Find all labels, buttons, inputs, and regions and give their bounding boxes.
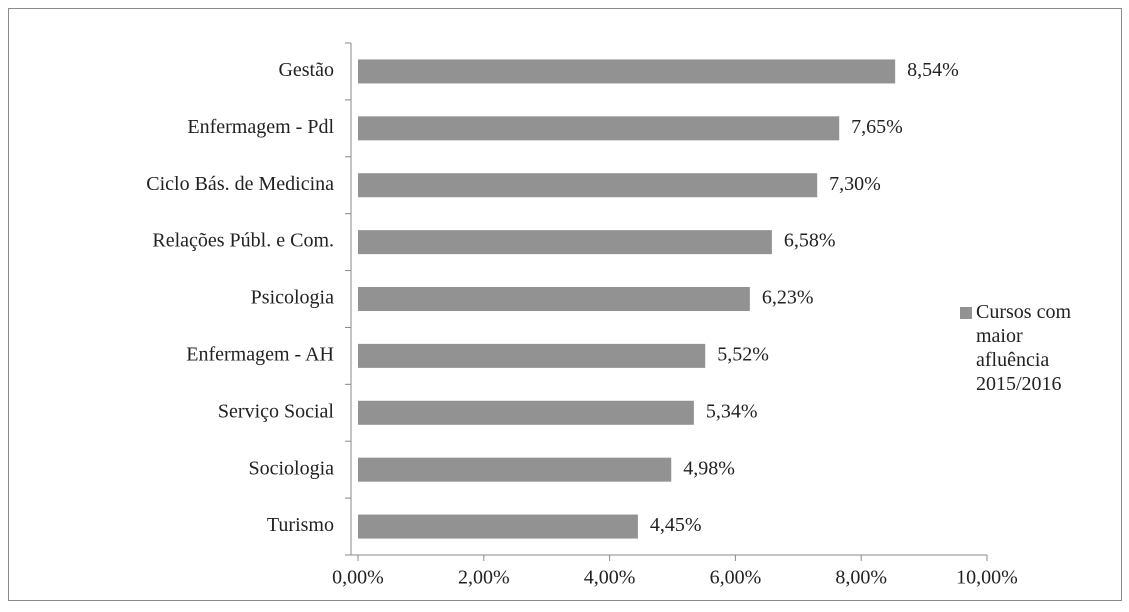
data-label: 7,65% [851, 116, 903, 138]
bar [358, 173, 818, 198]
data-label: 4,98% [683, 457, 735, 479]
bar [358, 514, 638, 539]
y-tick-label: Gestão [278, 59, 334, 81]
y-tick-label: Sociologia [248, 457, 334, 479]
x-tick-label: 0,00% [332, 567, 384, 589]
x-tick-label: 10,00% [956, 567, 1018, 589]
bar [358, 287, 750, 311]
legend-swatch [960, 307, 972, 319]
bar [358, 343, 706, 368]
data-label: 6,58% [784, 230, 836, 252]
y-tick-label: Serviço Social [218, 400, 335, 422]
legend-label: Cursos com maior afluência 2015/2016 [976, 301, 1071, 395]
x-tick-label: 4,00% [584, 567, 636, 589]
data-label: 5,52% [717, 343, 769, 365]
y-tick-label: Ciclo Bás. de Medicina [146, 173, 334, 195]
y-tick-label: Relações Públ. e Com. [152, 230, 334, 252]
bar [358, 457, 672, 482]
x-tick-label: 8,00% [835, 567, 887, 589]
chart-frame [8, 8, 1122, 601]
data-label: 8,54% [907, 59, 959, 81]
bar [358, 59, 896, 84]
y-tick-label: Turismo [267, 514, 334, 536]
data-label: 7,30% [829, 173, 881, 195]
bar [358, 116, 840, 141]
data-label: 4,45% [650, 514, 702, 536]
x-tick-label: 2,00% [458, 567, 510, 589]
y-tick-label: Psicologia [251, 287, 334, 309]
y-tick-label: Enfermagem - AH [186, 343, 334, 365]
x-tick-label: 6,00% [710, 567, 762, 589]
bar [358, 230, 772, 255]
y-tick-label: Enfermagem - Pdl [187, 116, 334, 138]
legend: Cursos com maior afluência 2015/2016 [960, 300, 1110, 396]
data-label: 6,23% [762, 287, 814, 309]
data-label: 5,34% [706, 400, 758, 422]
bar [358, 400, 694, 425]
